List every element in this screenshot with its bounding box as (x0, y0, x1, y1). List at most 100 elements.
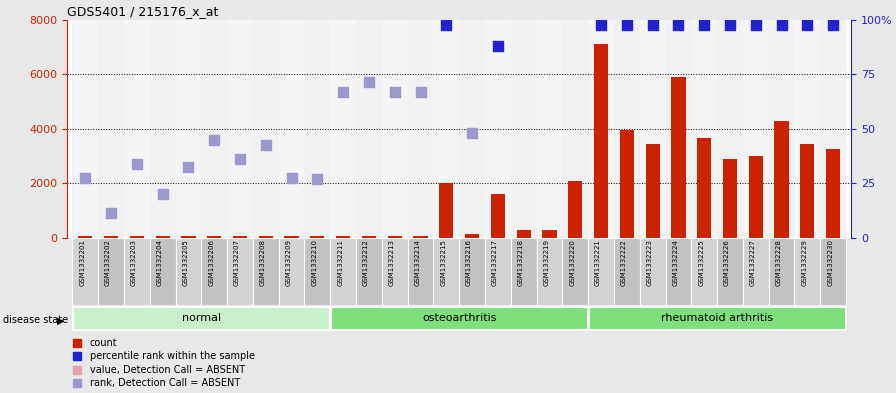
Bar (594, 44, 608, 238)
Text: GSM1332206: GSM1332206 (208, 239, 214, 286)
Bar (511, 238, 537, 305)
Bar (666, 20, 692, 238)
Bar (614, 238, 640, 305)
Bar (568, 180, 582, 238)
Bar (692, 238, 717, 305)
Bar (820, 20, 846, 238)
Text: rheumatoid arthritis: rheumatoid arthritis (661, 313, 773, 323)
Bar (356, 20, 382, 238)
Text: GSM1332226: GSM1332226 (724, 239, 730, 286)
Bar (310, 235, 324, 238)
Bar (382, 20, 408, 238)
Text: GSM1332220: GSM1332220 (569, 239, 575, 286)
Bar (795, 20, 820, 238)
Bar (640, 20, 666, 238)
Bar (769, 238, 795, 305)
Text: GSM1332215: GSM1332215 (440, 239, 446, 286)
Point (336, 89, 350, 95)
Bar (331, 20, 356, 238)
Text: GSM1332224: GSM1332224 (672, 239, 678, 286)
Bar (73, 307, 330, 330)
Text: GSM1332228: GSM1332228 (776, 239, 781, 286)
Bar (202, 238, 227, 305)
Bar (749, 156, 762, 238)
Bar (542, 230, 556, 238)
Bar (207, 235, 221, 238)
Text: GSM1332210: GSM1332210 (311, 239, 317, 286)
Point (671, 22, 685, 28)
Bar (284, 235, 298, 238)
Text: normal: normal (182, 313, 221, 323)
Point (491, 42, 505, 49)
Bar (697, 138, 711, 238)
Bar (305, 238, 331, 305)
Point (388, 89, 402, 95)
Text: osteoarthritis: osteoarthritis (422, 313, 496, 323)
Bar (491, 194, 505, 238)
Text: GSM1332214: GSM1332214 (415, 239, 420, 286)
Bar (413, 235, 427, 238)
Point (774, 22, 788, 28)
Point (413, 89, 427, 95)
Bar (800, 144, 814, 238)
Point (155, 191, 169, 197)
Point (233, 156, 247, 162)
Text: GSM1332204: GSM1332204 (157, 239, 162, 286)
Bar (233, 235, 247, 238)
Point (181, 164, 195, 170)
Text: GDS5401 / 215176_x_at: GDS5401 / 215176_x_at (67, 6, 219, 18)
Bar (743, 20, 769, 238)
Point (207, 136, 221, 143)
Bar (666, 238, 692, 305)
Bar (774, 121, 788, 238)
Text: GSM1332216: GSM1332216 (466, 239, 472, 286)
Bar (130, 235, 144, 238)
Text: GSM1332227: GSM1332227 (750, 239, 756, 286)
Bar (439, 183, 453, 238)
Bar (692, 20, 717, 238)
Text: GSM1332201: GSM1332201 (79, 239, 85, 286)
Text: GSM1332218: GSM1332218 (518, 239, 523, 286)
Point (620, 22, 634, 28)
Bar (537, 20, 563, 238)
Bar (563, 20, 588, 238)
Bar (202, 20, 227, 238)
Point (749, 22, 763, 28)
Bar (645, 144, 659, 238)
Bar (279, 238, 305, 305)
Point (645, 22, 659, 28)
Bar (459, 20, 485, 238)
Point (594, 22, 608, 28)
Bar (671, 77, 685, 238)
Text: GSM1332219: GSM1332219 (544, 239, 549, 286)
Bar (124, 238, 150, 305)
Bar (78, 235, 92, 238)
Bar (465, 234, 479, 238)
Text: GSM1332202: GSM1332202 (105, 239, 111, 286)
Bar (259, 235, 273, 238)
Bar (73, 238, 99, 305)
Text: value, Detection Call = ABSENT: value, Detection Call = ABSENT (90, 365, 245, 375)
Point (826, 22, 840, 28)
Bar (382, 238, 408, 305)
Text: rank, Detection Call = ABSENT: rank, Detection Call = ABSENT (90, 378, 240, 388)
Text: GSM1332208: GSM1332208 (260, 239, 266, 286)
Point (800, 22, 814, 28)
Bar (181, 235, 195, 238)
Bar (99, 20, 124, 238)
Bar (99, 238, 124, 305)
Text: GSM1332211: GSM1332211 (337, 239, 343, 286)
Text: GSM1332230: GSM1332230 (827, 239, 833, 286)
Bar (227, 20, 253, 238)
Bar (408, 20, 434, 238)
Point (362, 79, 376, 86)
Bar (176, 238, 202, 305)
Bar (537, 238, 563, 305)
Point (465, 130, 479, 136)
Bar (362, 235, 376, 238)
Bar (253, 238, 279, 305)
Bar (459, 238, 485, 305)
Point (697, 22, 711, 28)
Text: GSM1332223: GSM1332223 (647, 239, 652, 286)
Bar (176, 20, 202, 238)
